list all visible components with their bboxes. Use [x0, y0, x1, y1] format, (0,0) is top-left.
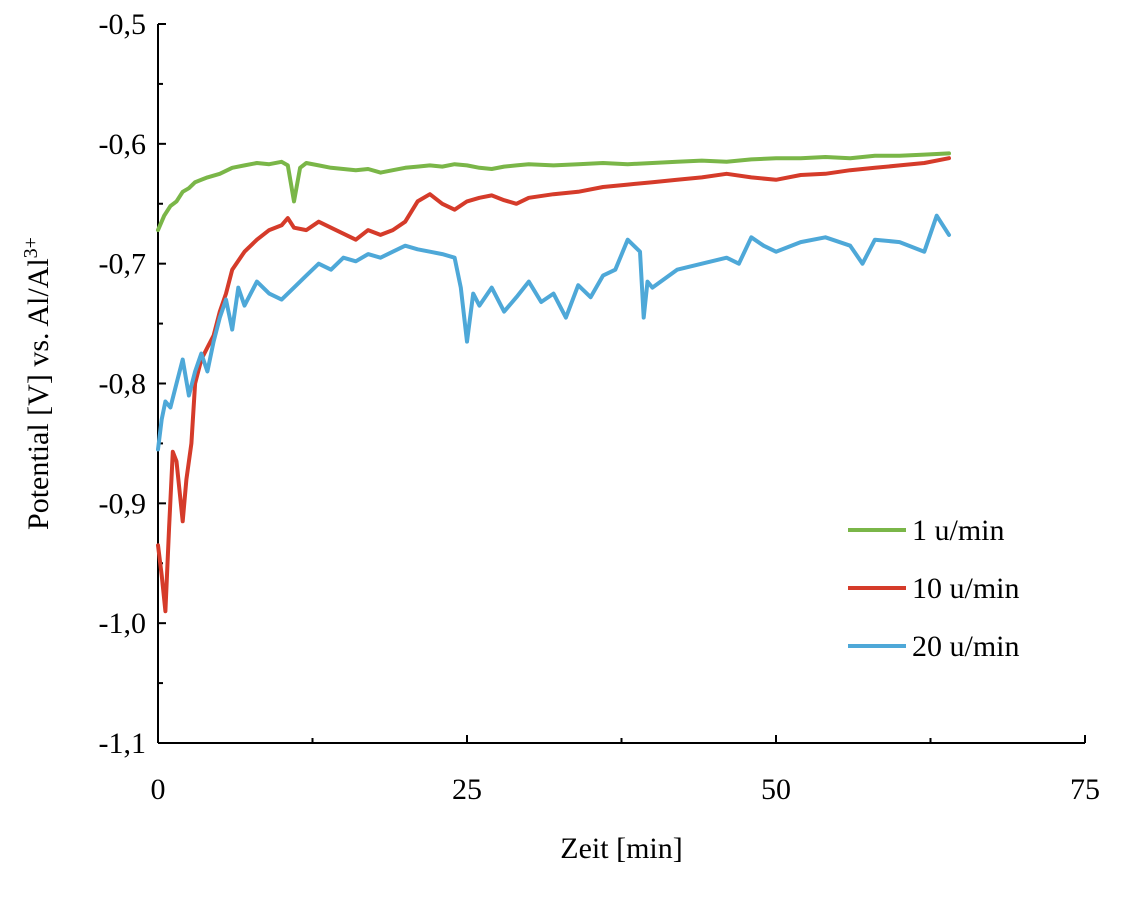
y-tick-label: -1,1 — [99, 727, 147, 760]
y-tick-label: -0,9 — [99, 487, 147, 520]
x-ticks: 0 25 50 75 — [151, 735, 1100, 806]
y-ticks: -0,5 -0,6 -0,7 -0,8 -0,9 -1,0 -1,1 — [99, 8, 166, 760]
y-axis-title-superscript: 3+ — [20, 237, 42, 258]
y-tick-label: -0,6 — [99, 128, 147, 161]
x-axis-title: Zeit [min] — [560, 832, 682, 865]
y-tick-label: -1,0 — [99, 607, 147, 640]
legend-label-1: 1 u/min — [912, 514, 1005, 547]
series-line-2 — [156, 156, 951, 614]
legend-label-3: 20 u/min — [912, 630, 1020, 663]
x-tick-label: 25 — [452, 773, 482, 806]
x-tick-label: 75 — [1070, 773, 1100, 806]
legend: 1 u/min 10 u/min 20 u/min — [848, 514, 1020, 663]
series-line-1 — [156, 151, 951, 233]
y-axis-title-main: Potential [V] vs. Al/Al — [22, 258, 55, 530]
y-tick-label: -0,5 — [99, 8, 147, 41]
y-tick-label: -0,8 — [99, 368, 147, 401]
y-tick-label: -0,7 — [99, 248, 147, 281]
legend-label-2: 10 u/min — [912, 572, 1020, 605]
y-axis-title: Potential [V] vs. Al/Al3+ — [20, 237, 55, 530]
x-tick-label: 0 — [151, 773, 166, 806]
series-group — [156, 151, 951, 614]
series-line-3 — [156, 213, 951, 452]
x-tick-label: 50 — [761, 773, 791, 806]
